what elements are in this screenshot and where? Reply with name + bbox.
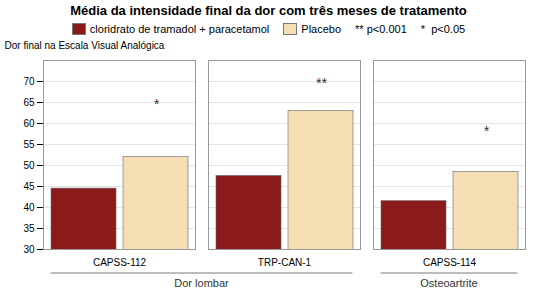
svg-text:Dor final na Escala Visual Ana: Dor final na Escala Visual Analógica (5, 40, 165, 51)
svg-text:CAPSS-112: CAPSS-112 (93, 257, 147, 268)
svg-text:65: 65 (23, 97, 35, 108)
html-text:** p<0.001: ** p<0.001 (355, 23, 407, 35)
svg-text:50: 50 (23, 160, 35, 171)
svg-text:35: 35 (23, 223, 35, 234)
svg-text:**: ** (316, 75, 327, 91)
svg-text:55: 55 (23, 139, 35, 150)
svg-text:Osteoartrite: Osteoartrite (420, 277, 477, 289)
svg-text:70: 70 (23, 76, 35, 87)
svg-text:Dor lombar: Dor lombar (174, 277, 229, 289)
svg-text:*: * (483, 123, 489, 139)
html-text:Média da intensidade final da: Média da intensidade final da dor com tr… (70, 3, 467, 18)
svg-text:*: * (153, 96, 159, 112)
html-text:cloridrato de tramadol + parac: cloridrato de tramadol + paracetamol (89, 23, 270, 35)
svg-text:TRP-CAN-1: TRP-CAN-1 (258, 257, 312, 268)
svg-text:30: 30 (23, 244, 35, 255)
html-text:* p<0.05: * p<0.05 (420, 23, 466, 35)
svg-text:40: 40 (23, 202, 35, 213)
html-text:Placebo: Placebo (301, 23, 342, 35)
svg-text:CAPSS-114: CAPSS-114 (423, 257, 477, 268)
svg-text:45: 45 (23, 181, 35, 192)
svg-text:60: 60 (23, 118, 35, 129)
